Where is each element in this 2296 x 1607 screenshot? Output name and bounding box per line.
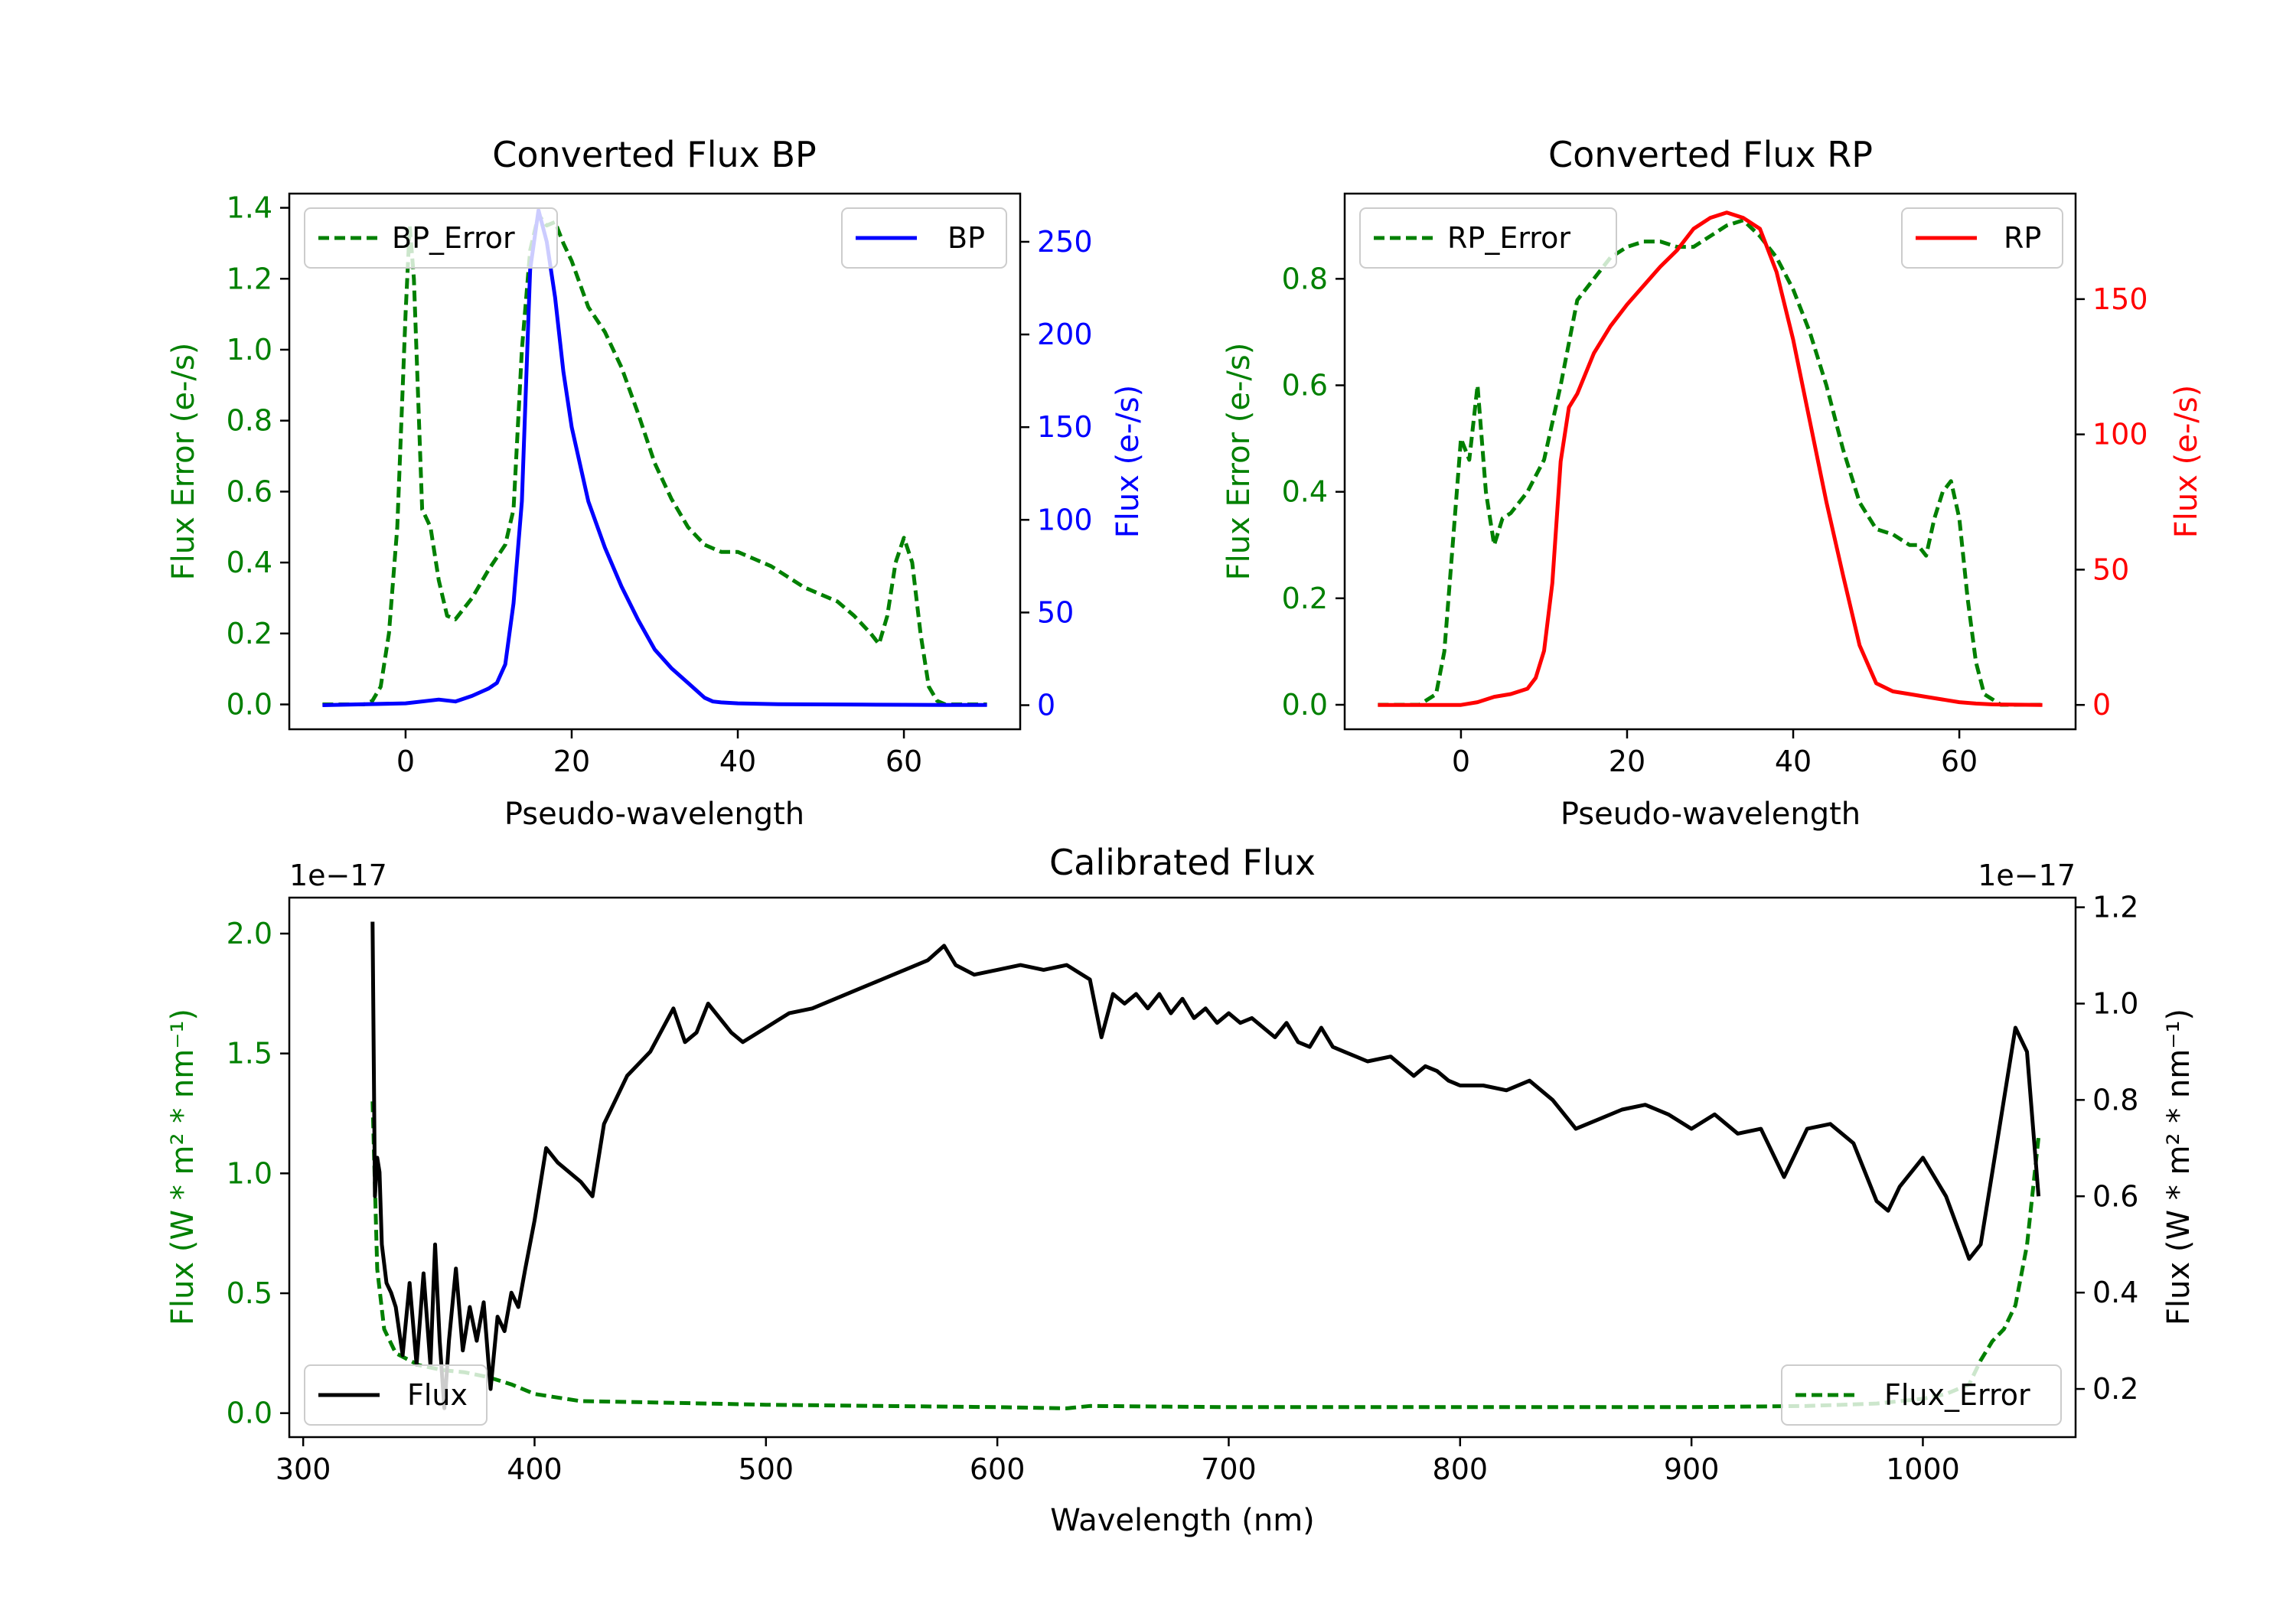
bp-legend-right: BP (841, 207, 1007, 269)
bp-series-bp (322, 208, 987, 707)
calibrated-left-y-tick-label: 0.0 (227, 1397, 272, 1430)
rp-x-axis-label: Pseudo-wavelength (1561, 797, 1861, 832)
bp-right-y-tick-label: 100 (1037, 503, 1093, 536)
rp-x-tick-label: 20 (1609, 745, 1645, 778)
bp-left-y-tick-label: 0.8 (227, 404, 272, 438)
rp-right-axis-label: Flux (e-/s) (2169, 385, 2204, 538)
rp-x-tick-label: 0 (1452, 745, 1470, 778)
rp-chart-title: Converted Flux RP (1548, 134, 1873, 175)
calibrated-series-flux (370, 921, 2041, 1410)
calibrated-x-tick-label: 1000 (1886, 1452, 1960, 1486)
rp-legend-right: RP (1901, 207, 2063, 269)
calibrated-x-axis-label: Wavelength (nm) (1050, 1503, 1315, 1538)
bp-legend-label: BP (947, 221, 985, 255)
calibrated-x-tick-label: 900 (1664, 1452, 1720, 1486)
calibrated-right-offset-text: 1e−17 (1978, 859, 2076, 892)
flux-legend-label: Flux (407, 1378, 468, 1412)
rp-left-y-tick-label: 0.8 (1282, 262, 1328, 295)
flux-error-legend-label: Flux_Error (1884, 1378, 2030, 1412)
calibrated-left-y-tick-label: 1.5 (227, 1037, 272, 1071)
bp-x-tick-label: 20 (553, 745, 590, 778)
calibrated-right-axis-label: Flux (W * m² * nm⁻¹) (2161, 1009, 2197, 1325)
rp-right-y-tick-label: 0 (2092, 688, 2111, 722)
calibrated-plot-frame (288, 896, 2077, 1439)
rp-plot-frame (1343, 192, 2077, 731)
rp-chart: Converted Flux RP 0 20 40 60 0.0 0.2 0.4 0.6 0.… (1221, 134, 2204, 832)
bp-legend-left: BP_Error (304, 207, 558, 269)
calibrated-left-offset-text: 1e−17 (289, 859, 387, 892)
calibrated-x-tick-label: 600 (970, 1452, 1026, 1486)
calibrated-flux-chart: Calibrated Flux 1e−17 1e−17 300 400 500 600… (165, 842, 2197, 1538)
rp-left-y-tick-label: 0.6 (1282, 368, 1328, 402)
calibrated-x-tick-label: 300 (276, 1452, 331, 1486)
bp-left-y-tick-label: 0.2 (227, 617, 272, 650)
calibrated-x-tick-label: 700 (1201, 1452, 1257, 1486)
rp-right-y-tick-label: 100 (2092, 418, 2148, 451)
bp-left-y-tick-label: 1.2 (227, 262, 272, 295)
rp-x-tick-label: 40 (1775, 745, 1812, 778)
bp-left-y-tick-label: 0.4 (227, 546, 272, 579)
bp-x-tick-label: 60 (885, 745, 922, 778)
calibrated-x-tick-label: 400 (507, 1452, 563, 1486)
calibrated-x-tick-label: 500 (739, 1452, 794, 1486)
bp-x-tick-label: 0 (396, 745, 415, 778)
rp-series-rp-error (1378, 218, 2043, 707)
calibrated-right-y-tick-label: 1.0 (2092, 986, 2138, 1020)
bp-left-y-tick-label: 0.0 (227, 688, 272, 722)
calibrated-left-y-tick-label: 1.0 (227, 1156, 272, 1190)
rp-left-y-tick-label: 0.4 (1282, 475, 1328, 509)
rp-x-tick-label: 60 (1941, 745, 1978, 778)
calibrated-x-tick-label: 800 (1433, 1452, 1489, 1486)
bp-right-y-tick-label: 150 (1037, 410, 1093, 444)
calibrated-right-y-tick-label: 0.6 (2092, 1179, 2138, 1213)
calibrated-left-axis-label: Flux (W * m² * nm⁻¹) (165, 1009, 201, 1325)
bp-left-y-tick-label: 1.0 (227, 333, 272, 367)
calibrated-left-y-tick-label: 0.5 (227, 1276, 272, 1310)
rp-left-axis-label: Flux Error (e-/s) (1221, 343, 1257, 581)
bp-right-y-tick-label: 50 (1037, 595, 1074, 629)
calibrated-legend-left: Flux (304, 1364, 488, 1426)
calibrated-right-y-tick-label: 0.4 (2092, 1276, 2138, 1309)
calibrated-legend-right: Flux_Error (1781, 1364, 2062, 1426)
bp-left-axis-label: Flux Error (e-/s) (166, 343, 201, 581)
bp-right-y-tick-label: 200 (1037, 318, 1093, 351)
rp-right-y-tick-label: 50 (2092, 553, 2129, 586)
bp-right-y-tick-label: 250 (1037, 225, 1093, 259)
bp-left-y-tick-label: 1.4 (227, 191, 272, 225)
rp-right-y-tick-label: 150 (2092, 282, 2148, 316)
bp-x-tick-label: 40 (719, 745, 756, 778)
rp-legend-label: RP (2004, 221, 2041, 255)
rp-left-y-tick-label: 0.2 (1282, 582, 1328, 615)
bp-plot-frame (288, 192, 1022, 731)
calibrated-right-y-tick-label: 0.2 (2092, 1372, 2138, 1406)
bp-x-axis-label: Pseudo-wavelength (504, 797, 804, 832)
calibrated-right-y-tick-label: 1.2 (2092, 891, 2138, 924)
bp-chart: Converted Flux BP 0 20 40 60 0.0 0.2 0.4 0.6 0.… (166, 134, 1146, 832)
bp-right-axis-label: Flux (e-/s) (1110, 385, 1146, 538)
bp-series-bp-error (322, 213, 987, 706)
bp-right-y-tick-label: 0 (1037, 689, 1055, 722)
bp-error-legend-label: BP_Error (392, 221, 515, 255)
rp-legend-left: RP_Error (1359, 207, 1617, 269)
bp-chart-title: Converted Flux BP (492, 134, 817, 175)
rp-series-rp (1378, 210, 2043, 707)
bp-left-y-tick-label: 0.6 (227, 474, 272, 508)
rp-left-y-tick-label: 0.0 (1282, 688, 1328, 722)
calibrated-right-y-tick-label: 0.8 (2092, 1083, 2138, 1116)
rp-error-legend-label: RP_Error (1447, 221, 1570, 255)
calibrated-chart-title: Calibrated Flux (1049, 842, 1316, 883)
calibrated-left-y-tick-label: 2.0 (227, 917, 272, 950)
